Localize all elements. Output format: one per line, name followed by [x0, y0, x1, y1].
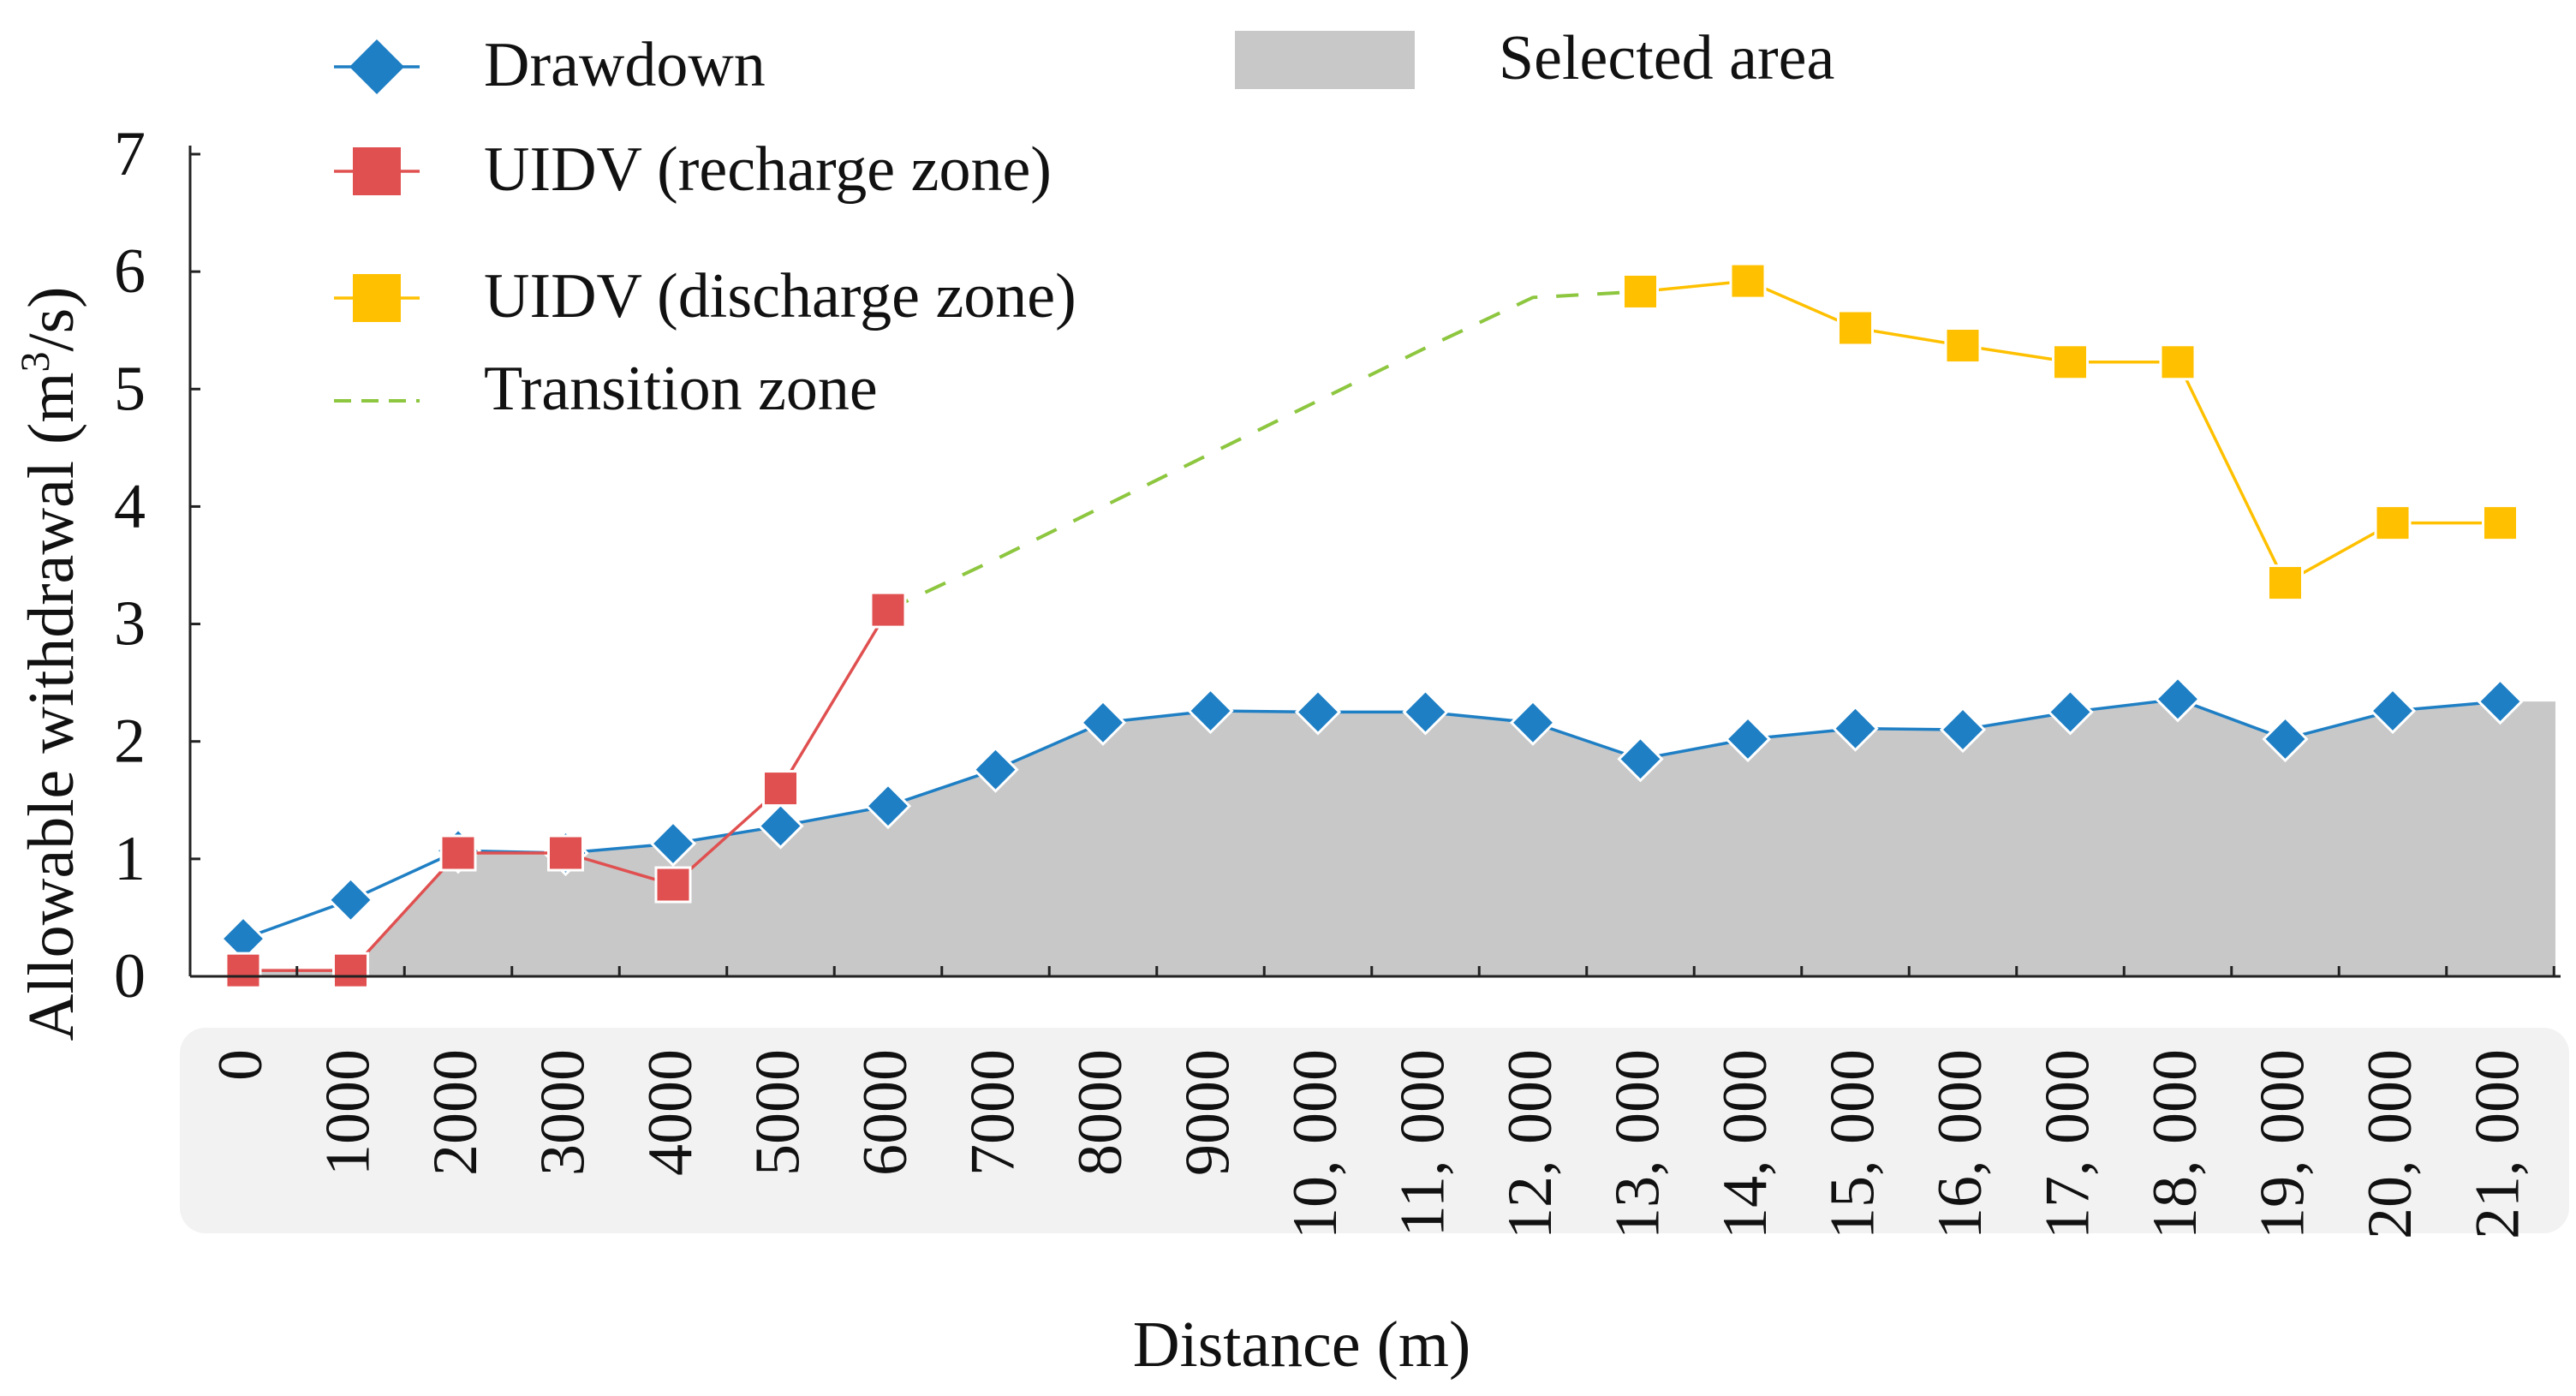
- legend-label-selected-area: Selected area: [1499, 23, 1834, 93]
- uidv-discharge-zone-line: [1640, 279, 2501, 586]
- x-tick-label: 13, 000: [1602, 1049, 1673, 1239]
- uidv-discharge-zone-point: [2159, 343, 2197, 381]
- x-tick-label: 12, 000: [1495, 1049, 1565, 1239]
- x-tick-label: 10, 000: [1280, 1049, 1351, 1239]
- drawdown-point: [1187, 687, 1234, 735]
- uidv-recharge-zone-point: [439, 834, 477, 872]
- x-tick-label: 8000: [1065, 1049, 1136, 1176]
- x-tick-label: 17, 000: [2032, 1049, 2102, 1239]
- uidv-recharge-zone-point: [869, 591, 907, 629]
- uidv-discharge-zone-point: [2267, 564, 2304, 602]
- uidv-recharge-zone-point: [762, 770, 799, 808]
- y-tick-label: 5: [114, 354, 146, 424]
- y-axis-title-sup: 3: [13, 352, 58, 373]
- x-tick-label: 15, 000: [1817, 1049, 1887, 1239]
- x-tick-label: 4000: [635, 1049, 706, 1176]
- drawdown-point: [864, 783, 912, 830]
- drawdown-point: [1509, 699, 1557, 746]
- xtick-background: [180, 1028, 2569, 1233]
- uidv-recharge-zone-point: [224, 952, 262, 989]
- x-tick-label: 6000: [850, 1049, 921, 1176]
- x-tick-label: 18, 000: [2140, 1049, 2210, 1239]
- uidv-discharge-zone-point: [2482, 504, 2519, 542]
- legend-swatch-selected-area: [1235, 31, 1415, 89]
- drawdown-point: [1079, 699, 1127, 746]
- drawdown-point: [2369, 687, 2417, 735]
- legend-label-uidv-discharge-zone: UIDV (discharge zone): [484, 261, 1076, 331]
- x-tick-label: 16, 000: [1925, 1049, 1995, 1239]
- drawdown-point: [2047, 689, 2094, 736]
- svg-text:Allowable withdrawal (m3/s): Allowable withdrawal (m3/s): [13, 287, 87, 1041]
- drawdown-point: [2477, 677, 2524, 725]
- uidv-recharge-zone-point: [654, 866, 692, 904]
- uidv-discharge-zone-point: [1944, 327, 1982, 365]
- legend-swatch-uidv-discharge-zone: [353, 274, 401, 322]
- x-tick-label: 1000: [313, 1049, 383, 1176]
- legend-swatch-uidv-recharge-zone: [353, 147, 401, 195]
- x-tick-label: 19, 000: [2247, 1049, 2317, 1239]
- x-axis-title: Distance (m): [1133, 1309, 1471, 1381]
- y-tick-label: 1: [114, 824, 146, 894]
- drawdown-point: [1294, 689, 1342, 736]
- drawdown-point: [757, 802, 804, 850]
- uidv-discharge-zone-point: [1837, 309, 1874, 347]
- drawdown-point: [649, 820, 697, 868]
- uidv-recharge-zone-point: [332, 952, 369, 989]
- y-tick-label: 3: [114, 589, 146, 659]
- x-tick-label: 2000: [420, 1049, 491, 1176]
- drawdown-point: [1402, 689, 1449, 736]
- y-tick-label: 7: [114, 119, 146, 189]
- drawdown-point: [1832, 705, 1879, 752]
- drawdown-point: [1724, 715, 1772, 763]
- x-tick-label: 11, 000: [1387, 1049, 1458, 1237]
- y-tick-label: 2: [114, 707, 146, 777]
- plot-area: [219, 262, 2555, 989]
- drawdown-point: [1939, 706, 1987, 754]
- y-axis-title-main: Allowable withdrawal (m: [15, 373, 87, 1041]
- transition-zone-line: [887, 289, 1641, 611]
- selected-area: [243, 699, 2555, 976]
- x-tick-label: 7000: [957, 1049, 1028, 1176]
- y-axis-title: Allowable withdrawal (m3/s): [13, 287, 87, 1041]
- x-tick-label: 9000: [1172, 1049, 1243, 1176]
- uidv-discharge-zone-point: [2374, 504, 2412, 542]
- legend: Drawdown UIDV (recharge zone) UIDV (discha…: [334, 23, 1834, 424]
- y-tick-label: 0: [114, 941, 146, 1011]
- axes: 0 1 2 3 4 5 6 7 0 1000 2000 3000 4000 5000 6000 7000 800…: [114, 119, 2561, 1239]
- x-tick-label: 20, 000: [2355, 1049, 2425, 1239]
- drawdown-point: [2262, 715, 2309, 763]
- x-tick-label: 21, 000: [2462, 1049, 2532, 1239]
- uidv-recharge-zone-point: [547, 834, 584, 872]
- y-tick-label: 4: [114, 471, 146, 541]
- drawdown-line: [242, 697, 2501, 940]
- x-tick-label: 5000: [742, 1049, 813, 1176]
- legend-label-drawdown: Drawdown: [484, 30, 766, 100]
- drawdown-point: [327, 876, 374, 923]
- y-tick-label: 6: [114, 236, 146, 307]
- y-axis-title-end: /s): [15, 287, 87, 352]
- uidv-discharge-zone-point: [1729, 262, 1767, 300]
- drawdown-point: [972, 746, 1019, 793]
- legend-swatch-drawdown: [349, 39, 404, 94]
- uidv-discharge-zone-point: [1622, 272, 1659, 310]
- legend-label-transition-zone: Transition zone: [484, 354, 878, 424]
- x-tick-label: 14, 000: [1710, 1049, 1780, 1239]
- x-tick-label: 3000: [528, 1049, 598, 1176]
- x-tick-label: 0: [206, 1049, 276, 1081]
- legend-label-uidv-recharge-zone: UIDV (recharge zone): [484, 134, 1052, 205]
- drawdown-point: [1617, 736, 1664, 783]
- uidv-discharge-zone-point: [2052, 343, 2089, 381]
- drawdown-point: [2154, 676, 2202, 723]
